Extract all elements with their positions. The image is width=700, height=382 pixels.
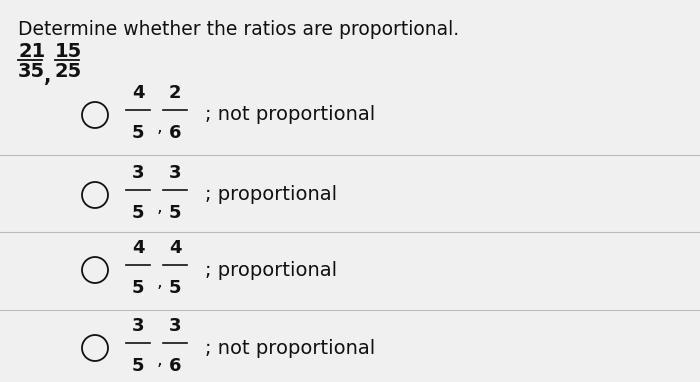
Text: ,: , xyxy=(44,67,51,86)
Text: 4: 4 xyxy=(169,239,181,257)
Text: 3: 3 xyxy=(169,164,181,182)
Text: ; not proportional: ; not proportional xyxy=(205,338,375,358)
Text: ; proportional: ; proportional xyxy=(205,186,337,204)
Text: 6: 6 xyxy=(169,357,181,375)
Text: ,: , xyxy=(156,273,162,291)
Text: 6: 6 xyxy=(169,124,181,142)
Text: 5: 5 xyxy=(132,357,144,375)
Text: 3: 3 xyxy=(169,317,181,335)
Text: 5: 5 xyxy=(169,279,181,297)
Text: 3: 3 xyxy=(132,164,144,182)
Text: ; proportional: ; proportional xyxy=(205,261,337,280)
Text: ,: , xyxy=(156,351,162,369)
Text: 5: 5 xyxy=(132,279,144,297)
Text: 21: 21 xyxy=(18,42,46,61)
Text: 25: 25 xyxy=(55,62,83,81)
Text: 4: 4 xyxy=(132,239,144,257)
Text: ,: , xyxy=(156,198,162,216)
Text: 5: 5 xyxy=(132,204,144,222)
Text: Determine whether the ratios are proportional.: Determine whether the ratios are proport… xyxy=(18,20,459,39)
Text: 5: 5 xyxy=(169,204,181,222)
Text: ; not proportional: ; not proportional xyxy=(205,105,375,125)
Text: 5: 5 xyxy=(132,124,144,142)
Text: 35: 35 xyxy=(18,62,45,81)
Text: 3: 3 xyxy=(132,317,144,335)
Text: 4: 4 xyxy=(132,84,144,102)
Text: 15: 15 xyxy=(55,42,83,61)
Text: 2: 2 xyxy=(169,84,181,102)
Text: ,: , xyxy=(156,118,162,136)
